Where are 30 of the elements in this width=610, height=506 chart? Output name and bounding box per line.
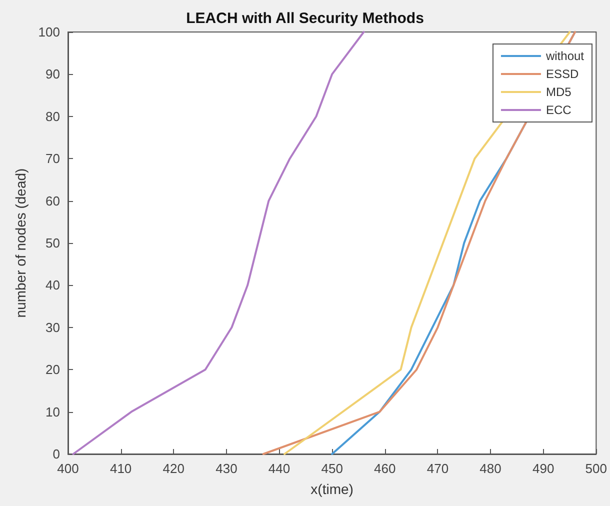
y-tick-label: 20 — [46, 362, 60, 378]
x-tick-label: 470 — [426, 461, 449, 476]
y-axis-title: number of nodes (dead) — [12, 168, 28, 318]
y-tick-label: 60 — [46, 193, 60, 208]
x-tick-label: 450 — [321, 461, 343, 476]
x-tick-label: 430 — [216, 461, 238, 476]
y-tick-label: 50 — [46, 236, 60, 250]
x-tick-label: 440 — [268, 461, 290, 476]
y-tick-label: 30 — [46, 320, 60, 335]
legend-label: ECC — [546, 103, 572, 117]
x-tick-label: 400 — [57, 461, 79, 476]
legend-label: ESSD — [546, 67, 579, 81]
x-tick-label: 410 — [110, 461, 132, 476]
legend-label: MD5 — [546, 85, 572, 99]
y-tick-label: 0 — [52, 446, 60, 462]
y-tick-label: 90 — [46, 66, 60, 82]
x-tick-label: 490 — [532, 461, 554, 476]
x-tick-label: 500 — [585, 461, 608, 476]
x-tick-label: 480 — [480, 461, 502, 476]
y-tick-label: 100 — [38, 24, 60, 40]
legend-label: without — [544, 49, 585, 63]
y-tick-label: 10 — [46, 404, 60, 420]
x-tick-label: 460 — [374, 461, 396, 476]
y-tick-label: 80 — [46, 108, 60, 124]
chart-title: LEACH with All Security Methods — [186, 10, 424, 27]
x-axis-title: x(time) — [310, 481, 354, 497]
y-tick-label: 70 — [46, 151, 60, 166]
line-series — [72, 31, 365, 455]
x-tick-label: 420 — [162, 461, 184, 476]
y-tick-label: 40 — [46, 278, 60, 293]
